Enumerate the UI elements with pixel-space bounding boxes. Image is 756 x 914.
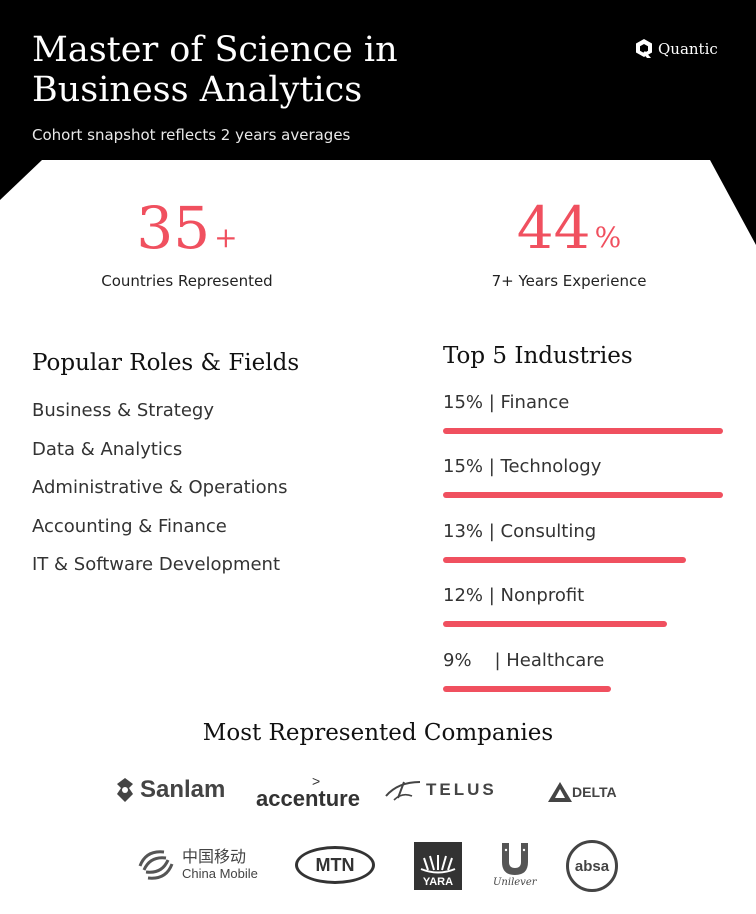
industry-label: 9% | Healthcare xyxy=(443,650,605,671)
brand-logo: Quantic xyxy=(634,38,718,60)
accenture-arrow-icon: > xyxy=(312,773,321,789)
roles-title: Popular Roles & Fields xyxy=(32,350,300,376)
china-mobile-en: China Mobile xyxy=(182,866,258,881)
role-item: Data & Analytics xyxy=(32,438,183,460)
china-mobile-text: 中国移动 China Mobile xyxy=(182,848,258,882)
industries-title: Top 5 Industries xyxy=(443,343,633,369)
industry-label: 15% | Finance xyxy=(443,392,570,413)
unilever-u-icon xyxy=(501,843,528,875)
telus-swoosh-icon xyxy=(385,781,421,801)
brand-name: Quantic xyxy=(658,40,718,58)
unilever-text: Unilever xyxy=(493,877,537,888)
industry-bar xyxy=(443,557,686,563)
telus-text: TELUS xyxy=(426,780,497,799)
yara-ship-icon xyxy=(420,855,456,874)
stat-label: Countries Represented xyxy=(101,272,273,290)
sanlam-logo: Sanlam xyxy=(114,776,225,804)
role-item: Administrative & Operations xyxy=(32,477,288,498)
stat-number: 44 xyxy=(516,194,591,262)
stat-number: 35 xyxy=(136,194,211,262)
sanlam-text: Sanlam xyxy=(140,776,226,803)
industry-item: 15% | Technology xyxy=(443,456,733,498)
industry-label: 13% | Consulting xyxy=(443,521,597,542)
unilever-logo: Unilever xyxy=(493,840,537,888)
mtn-logo: MTN xyxy=(295,846,375,884)
industry-label: 15% | Technology xyxy=(443,456,602,477)
telus-logo: TELUS xyxy=(384,778,497,802)
delta-logo: DELTA xyxy=(546,780,617,804)
accenture-logo: > accenture xyxy=(256,773,360,812)
role-item: Business & Strategy xyxy=(32,400,214,421)
industry-bar xyxy=(443,492,723,498)
header-background xyxy=(0,0,756,280)
mtn-text: MTN xyxy=(315,854,355,875)
yara-logo: YARA xyxy=(414,842,462,890)
china-mobile-logo: 中国移动 China Mobile xyxy=(136,846,258,884)
page-title: Master of Science in Business Analytics xyxy=(32,30,398,110)
delta-triangle-icon xyxy=(548,782,572,802)
page-subtitle: Cohort snapshot reflects 2 years average… xyxy=(32,126,351,144)
china-mobile-cn: 中国移动 xyxy=(182,847,247,866)
quantic-icon xyxy=(636,39,652,58)
absa-logo: absa xyxy=(566,840,618,892)
yara-text: YARA xyxy=(422,876,454,888)
industry-item: 9% | Healthcare xyxy=(443,650,733,692)
stat-value: 35 + xyxy=(37,196,337,260)
role-item: Accounting & Finance xyxy=(32,515,227,537)
stat-countries: 35 + Countries Represented xyxy=(37,196,337,290)
industry-bar xyxy=(443,686,611,692)
delta-text: DELTA xyxy=(572,784,617,800)
stat-suffix: + xyxy=(214,221,238,254)
absa-text: absa xyxy=(574,857,610,875)
roles-list: Business & Strategy Data & Analytics Adm… xyxy=(32,398,287,591)
stat-value: 44% xyxy=(419,196,719,260)
stat-experience: 44% 7+ Years Experience xyxy=(419,196,719,290)
role-item: IT & Software Development xyxy=(32,554,281,575)
industry-label: 12% | Nonprofit xyxy=(443,585,585,606)
stat-suffix: % xyxy=(594,221,622,254)
industry-bar xyxy=(443,621,667,627)
sanlam-shield-icon xyxy=(117,778,133,802)
stat-label: 7+ Years Experience xyxy=(491,272,647,290)
china-mobile-icon xyxy=(138,850,174,880)
industry-item: 13% | Consulting xyxy=(443,521,733,563)
accenture-text: accenture xyxy=(256,786,360,811)
industry-item: 12% | Nonprofit xyxy=(443,585,733,627)
industry-item: 15% | Finance xyxy=(443,392,733,434)
companies-title: Most Represented Companies xyxy=(202,720,554,746)
industry-bar xyxy=(443,428,723,434)
